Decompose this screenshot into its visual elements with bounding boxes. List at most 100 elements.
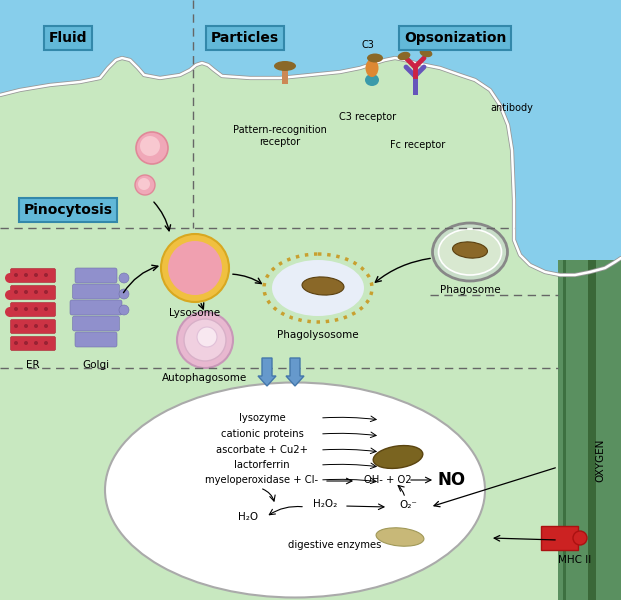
Text: Particles: Particles — [211, 31, 279, 45]
Ellipse shape — [367, 53, 383, 62]
Bar — [413, 75, 418, 95]
Text: Pattern-recognition
receptor: Pattern-recognition receptor — [233, 125, 327, 146]
Circle shape — [14, 290, 18, 294]
Circle shape — [24, 273, 28, 277]
Ellipse shape — [420, 49, 432, 57]
Circle shape — [14, 341, 18, 345]
FancyBboxPatch shape — [11, 319, 55, 334]
Bar — [594, 260, 621, 600]
FancyBboxPatch shape — [11, 286, 55, 299]
Text: Autophagosome: Autophagosome — [162, 373, 248, 383]
Text: Opsonization: Opsonization — [404, 31, 506, 45]
Circle shape — [34, 307, 38, 311]
Circle shape — [119, 273, 129, 283]
Circle shape — [34, 273, 38, 277]
Circle shape — [44, 273, 48, 277]
Circle shape — [573, 531, 587, 545]
Bar — [558, 260, 588, 600]
Circle shape — [34, 341, 38, 345]
Circle shape — [177, 312, 233, 368]
Circle shape — [119, 289, 129, 299]
Ellipse shape — [365, 74, 379, 86]
Polygon shape — [514, 0, 621, 275]
Circle shape — [140, 136, 160, 156]
Circle shape — [44, 341, 48, 345]
Circle shape — [138, 178, 150, 190]
Text: myeloperoxidase + Cl-: myeloperoxidase + Cl- — [206, 475, 319, 485]
FancyBboxPatch shape — [70, 300, 122, 315]
Circle shape — [136, 132, 168, 164]
Bar — [558, 260, 621, 600]
Circle shape — [14, 273, 18, 277]
Ellipse shape — [373, 446, 423, 469]
Polygon shape — [0, 58, 621, 600]
Ellipse shape — [105, 383, 485, 598]
FancyArrow shape — [258, 358, 276, 386]
Circle shape — [119, 305, 129, 315]
Circle shape — [24, 324, 28, 328]
Circle shape — [5, 307, 15, 317]
Bar — [282, 68, 288, 84]
Text: lysozyme: lysozyme — [238, 413, 286, 423]
Circle shape — [34, 290, 38, 294]
Text: C3: C3 — [362, 40, 375, 50]
Ellipse shape — [274, 61, 296, 71]
Text: H₂O: H₂O — [238, 512, 258, 522]
Circle shape — [24, 341, 28, 345]
Circle shape — [197, 327, 217, 347]
Circle shape — [14, 307, 18, 311]
Text: MHC II: MHC II — [558, 555, 592, 565]
Text: C3 receptor: C3 receptor — [340, 112, 397, 122]
Text: Pinocytosis: Pinocytosis — [24, 203, 112, 217]
Circle shape — [14, 324, 18, 328]
FancyBboxPatch shape — [75, 268, 117, 283]
Text: OH- + O2: OH- + O2 — [364, 475, 412, 485]
Circle shape — [44, 307, 48, 311]
Circle shape — [44, 324, 48, 328]
Bar — [585, 260, 595, 600]
Text: Phagosome: Phagosome — [440, 285, 501, 295]
Circle shape — [5, 273, 15, 283]
Ellipse shape — [302, 277, 344, 295]
Text: lactorferrin: lactorferrin — [234, 460, 290, 470]
Ellipse shape — [432, 223, 507, 281]
Circle shape — [184, 319, 226, 361]
Circle shape — [34, 324, 38, 328]
Circle shape — [44, 290, 48, 294]
FancyBboxPatch shape — [11, 337, 55, 350]
Text: digestive enzymes: digestive enzymes — [288, 540, 382, 550]
Text: H₂O₂: H₂O₂ — [313, 499, 337, 509]
Text: ascorbate + Cu2+: ascorbate + Cu2+ — [216, 445, 308, 455]
FancyArrow shape — [286, 358, 304, 386]
Text: Fluid: Fluid — [49, 31, 87, 45]
Circle shape — [24, 307, 28, 311]
FancyBboxPatch shape — [75, 332, 117, 347]
Text: NO: NO — [438, 471, 466, 489]
Bar — [563, 260, 566, 600]
Bar — [588, 260, 596, 600]
Circle shape — [24, 290, 28, 294]
Bar — [566, 260, 621, 600]
Text: O₂⁻: O₂⁻ — [399, 500, 417, 510]
FancyBboxPatch shape — [11, 269, 55, 283]
Circle shape — [168, 241, 222, 295]
Text: antibody: antibody — [490, 103, 533, 113]
Circle shape — [135, 175, 155, 195]
Text: Golgi: Golgi — [83, 360, 109, 370]
Text: Fc receptor: Fc receptor — [391, 140, 446, 150]
Text: Phagolysosome: Phagolysosome — [277, 330, 359, 340]
Circle shape — [161, 234, 229, 302]
Ellipse shape — [272, 260, 364, 316]
Ellipse shape — [376, 528, 424, 546]
Ellipse shape — [438, 229, 502, 275]
Text: ER: ER — [26, 360, 40, 370]
Ellipse shape — [366, 59, 379, 77]
Text: OXYGEN: OXYGEN — [595, 439, 605, 482]
Text: Lysosome: Lysosome — [170, 308, 220, 318]
FancyBboxPatch shape — [11, 302, 55, 317]
FancyBboxPatch shape — [73, 316, 119, 331]
FancyBboxPatch shape — [73, 284, 119, 299]
FancyBboxPatch shape — [541, 526, 578, 550]
Ellipse shape — [397, 52, 410, 60]
Circle shape — [5, 290, 15, 300]
